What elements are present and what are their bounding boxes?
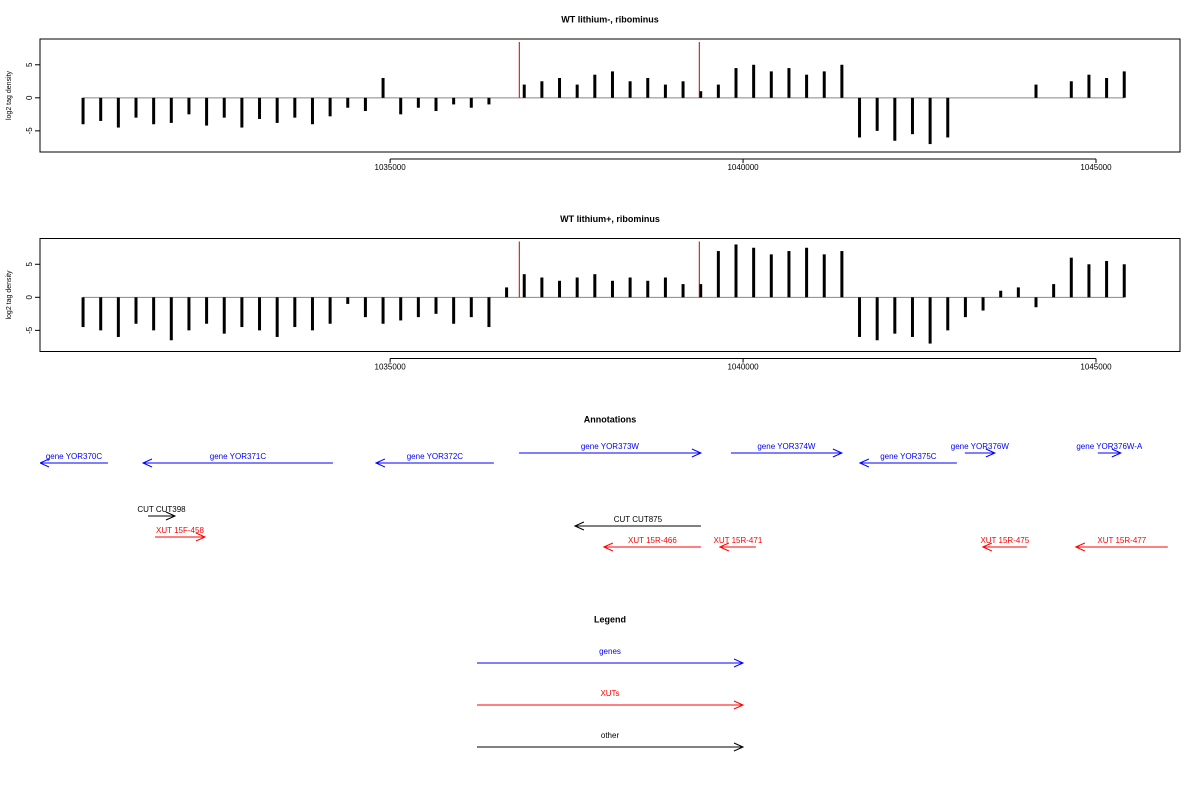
y-tick-label: -5	[25, 326, 34, 334]
legend-label: other	[601, 731, 620, 740]
feature-arrow	[964, 448, 997, 458]
feature-arrow	[1074, 542, 1168, 552]
y-axis-label: log2 tag density	[6, 70, 13, 120]
feature-arrow	[148, 511, 177, 521]
y-tick-label: 0	[25, 95, 34, 100]
feature-arrow	[718, 542, 756, 552]
feature-arrow	[1097, 448, 1123, 458]
plot-frame	[39, 38, 1181, 153]
x-tick-label: 1045000	[1080, 363, 1112, 372]
y-tick-label: 5	[25, 62, 34, 67]
feature-label: gene YOR376W-A	[1076, 442, 1143, 451]
plot-frame	[39, 238, 1181, 352]
legend-label: XUTs	[600, 689, 619, 698]
feature-arrow	[573, 521, 701, 531]
feature-label: CUT CUT398	[137, 505, 186, 514]
feature-label: XUT 15R-466	[628, 536, 677, 545]
legend-title: Legend	[594, 614, 626, 624]
feature-label: XUT 15R-477	[1097, 536, 1146, 545]
y-tick-label: -5	[25, 127, 34, 135]
feature-arrow	[981, 542, 1027, 552]
feature-arrow	[154, 532, 207, 542]
feature-label: gene YOR371C	[210, 452, 267, 461]
panel-title: WT lithium-, ribominus	[561, 14, 659, 24]
panel-title: WT lithium+, ribominus	[560, 214, 660, 224]
feature-label: XUT 15R-475	[980, 536, 1029, 545]
annotation-track: gene YOR370C gene YOR371C gene YOR372C gene…	[40, 442, 1168, 552]
legend-arrow	[477, 658, 745, 668]
feature-arrow	[40, 458, 108, 468]
feature-label: XUT 15R-471	[714, 536, 763, 545]
feature-arrow	[141, 458, 333, 468]
annotations-title: Annotations	[584, 414, 637, 424]
legend-arrow	[477, 700, 745, 710]
feature-label: gene YOR376W	[951, 442, 1010, 451]
feature-label: gene YOR373W	[581, 442, 640, 451]
feature-arrow	[858, 458, 957, 468]
feature-arrow	[374, 458, 494, 468]
x-tick-label: 1035000	[375, 163, 407, 172]
legend-arrow	[477, 742, 745, 752]
x-tick-label: 1035000	[375, 363, 407, 372]
feature-arrow	[602, 542, 701, 552]
feature-label: gene YOR375C	[880, 452, 937, 461]
feature-arrow	[518, 448, 703, 458]
y-axis-label: log2 tag density	[6, 270, 13, 320]
feature-label: gene YOR372C	[407, 452, 464, 461]
y-tick-label: 5	[25, 261, 34, 266]
x-tick-label: 1040000	[727, 363, 759, 372]
feature-arrow	[730, 448, 844, 458]
feature-label: CUT CUT875	[614, 515, 663, 524]
legend-label: genes	[599, 647, 621, 656]
y-tick-label: 0	[25, 295, 34, 300]
feature-label: gene YOR370C	[46, 452, 103, 461]
x-tick-label: 1040000	[727, 163, 759, 172]
feature-label: gene YOR374W	[757, 442, 816, 451]
feature-label: XUT 15F-458	[156, 526, 204, 535]
x-tick-label: 1045000	[1080, 163, 1112, 172]
